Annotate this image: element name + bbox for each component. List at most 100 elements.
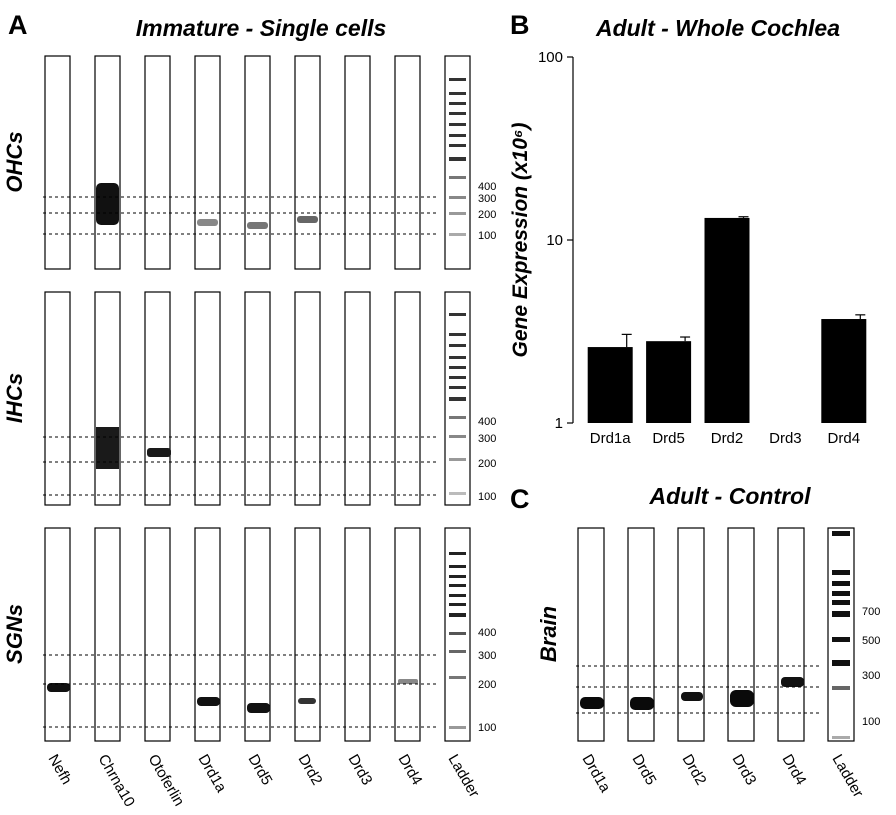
y-tick-label: 1 — [555, 415, 563, 432]
lane-drd1a-ohcs — [194, 55, 221, 270]
lane-label-drd1a-c: Drd1a — [579, 752, 614, 796]
band-drd3-brain — [730, 690, 754, 707]
ladder-bands-sgns — [449, 552, 466, 729]
lane-drd4-sgns — [394, 527, 421, 742]
marker-300-ihcs: 300 — [478, 433, 496, 445]
marker-300-ohcs: 300 — [478, 193, 496, 205]
ladder-bands-brain — [832, 531, 850, 739]
lane-label-ladder-c: Ladder — [829, 752, 867, 801]
lane-label-drd2-c: Drd2 — [679, 752, 710, 789]
lane-otoferlin-sgns — [144, 527, 171, 742]
lane-label-chrna10: Chrna10 — [95, 752, 138, 810]
gel-row-brain: 700 500 300 100 — [576, 527, 880, 742]
row-label-ohcs: OHCs — [2, 131, 27, 192]
lane-nefh-ihcs — [44, 291, 71, 506]
band-drd5-brain — [630, 697, 654, 710]
lane-label-drd3-a: Drd3 — [345, 752, 376, 789]
lane-label-drd2-a: Drd2 — [295, 752, 326, 789]
lane-drd5-ihcs — [244, 291, 271, 506]
band-nefh-sgns — [47, 683, 70, 692]
y-tick-label: 10 — [546, 232, 563, 249]
lane-label-drd4-c: Drd4 — [779, 752, 810, 789]
lane-drd2-ohcs — [294, 55, 321, 270]
lane-drd2-brain — [677, 527, 705, 742]
lane-chrna10-ohcs — [94, 55, 121, 270]
band-drd5-ohcs — [247, 222, 268, 229]
marker-300-brain: 300 — [862, 670, 880, 682]
lane-label-drd5-c: Drd5 — [629, 752, 660, 789]
lane-label-nefh: Nefh — [45, 752, 76, 788]
lane-labels-a: Nefh Chrna10 Otoferlin Drd1a Drd5 Drd2 D… — [45, 752, 483, 810]
gel-row-ihcs: 400 300 200 100 — [43, 291, 496, 506]
row-label-sgns: SGNs — [2, 604, 27, 664]
band-drd2-sgns — [298, 698, 316, 704]
lane-drd3-ihcs — [344, 291, 371, 506]
panel-c-letter: C — [510, 484, 530, 514]
ladder-bands-ohcs — [449, 78, 466, 236]
lane-label-otoferlin: Otoferlin — [145, 752, 188, 810]
bars — [587, 216, 867, 423]
lane-label-drd3-c: Drd3 — [729, 752, 760, 789]
y-ticks: 1 10 100 — [538, 49, 573, 432]
lane-otoferlin-ohcs — [144, 55, 171, 270]
marker-100-sgns: 100 — [478, 722, 496, 734]
lane-drd1a-brain — [577, 527, 605, 742]
panel-b-title: Adult - Whole Cochlea — [595, 15, 840, 41]
panel-b-letter: B — [510, 10, 530, 40]
bar-drd1a — [587, 347, 633, 423]
lane-otoferlin-ihcs — [144, 291, 171, 506]
marker-700-brain: 700 — [862, 606, 880, 618]
band-drd5-sgns — [247, 703, 270, 713]
band-otoferlin-ihcs — [147, 448, 171, 457]
lane-label-ladder-a: Ladder — [445, 752, 483, 801]
lane-drd5-ohcs — [244, 55, 271, 270]
y-tick-label: 100 — [538, 49, 563, 66]
lane-chrna10-ihcs — [94, 291, 121, 506]
marker-500-brain: 500 — [862, 635, 880, 647]
lane-drd2-ihcs — [294, 291, 321, 506]
panel-a-title: Immature - Single cells — [136, 15, 387, 41]
panel-c-title: Adult - Control — [649, 483, 812, 509]
ladder-bands-ihcs — [449, 313, 466, 495]
marker-300-sgns: 300 — [478, 650, 496, 662]
marker-100-ohcs: 100 — [478, 230, 496, 242]
lane-drd4-brain — [777, 527, 805, 742]
category-label-drd3: Drd3 — [769, 430, 802, 447]
bar-drd2 — [704, 217, 750, 423]
lane-drd3-sgns — [344, 527, 371, 742]
marker-100-brain: 100 — [862, 716, 880, 728]
y-axis-label: Gene Expression (x10⁶) — [509, 123, 532, 358]
category-label-drd4: Drd4 — [828, 430, 861, 447]
category-label-drd2: Drd2 — [711, 430, 744, 447]
band-chrna10-ihcs — [96, 427, 119, 469]
lane-label-drd5-a: Drd5 — [245, 752, 276, 789]
lane-ladder-ohcs — [444, 55, 471, 270]
marker-400-sgns: 400 — [478, 627, 496, 639]
band-drd4-brain — [781, 677, 804, 687]
lane-drd4-ohcs — [394, 55, 421, 270]
category-label-drd5: Drd5 — [652, 430, 685, 447]
gel-row-ohcs: 400 300 200 100 — [43, 55, 496, 270]
bar-drd4 — [821, 319, 867, 423]
marker-400-ihcs: 400 — [478, 416, 496, 428]
row-label-ihcs: IHCs — [2, 373, 27, 423]
row-label-brain: Brain — [536, 606, 561, 662]
lane-drd1a-sgns — [194, 527, 221, 742]
marker-200-sgns: 200 — [478, 679, 496, 691]
band-drd4-sgns — [398, 679, 418, 684]
marker-400-ohcs: 400 — [478, 181, 496, 193]
band-drd1a-ohcs — [197, 219, 218, 226]
lane-drd3-ohcs — [344, 55, 371, 270]
bar-drd5 — [646, 341, 692, 423]
lane-drd3-brain — [727, 527, 755, 742]
lane-ladder-brain — [827, 527, 855, 742]
category-labels: Drd1a Drd5 Drd2 Drd3 Drd4 — [590, 430, 860, 447]
lane-chrna10-sgns — [94, 527, 121, 742]
lane-nefh-sgns — [44, 527, 71, 742]
marker-100-ihcs: 100 — [478, 491, 496, 503]
marker-200-ihcs: 200 — [478, 458, 496, 470]
lane-drd2-sgns — [294, 527, 321, 742]
lane-drd4-ihcs — [394, 291, 421, 506]
